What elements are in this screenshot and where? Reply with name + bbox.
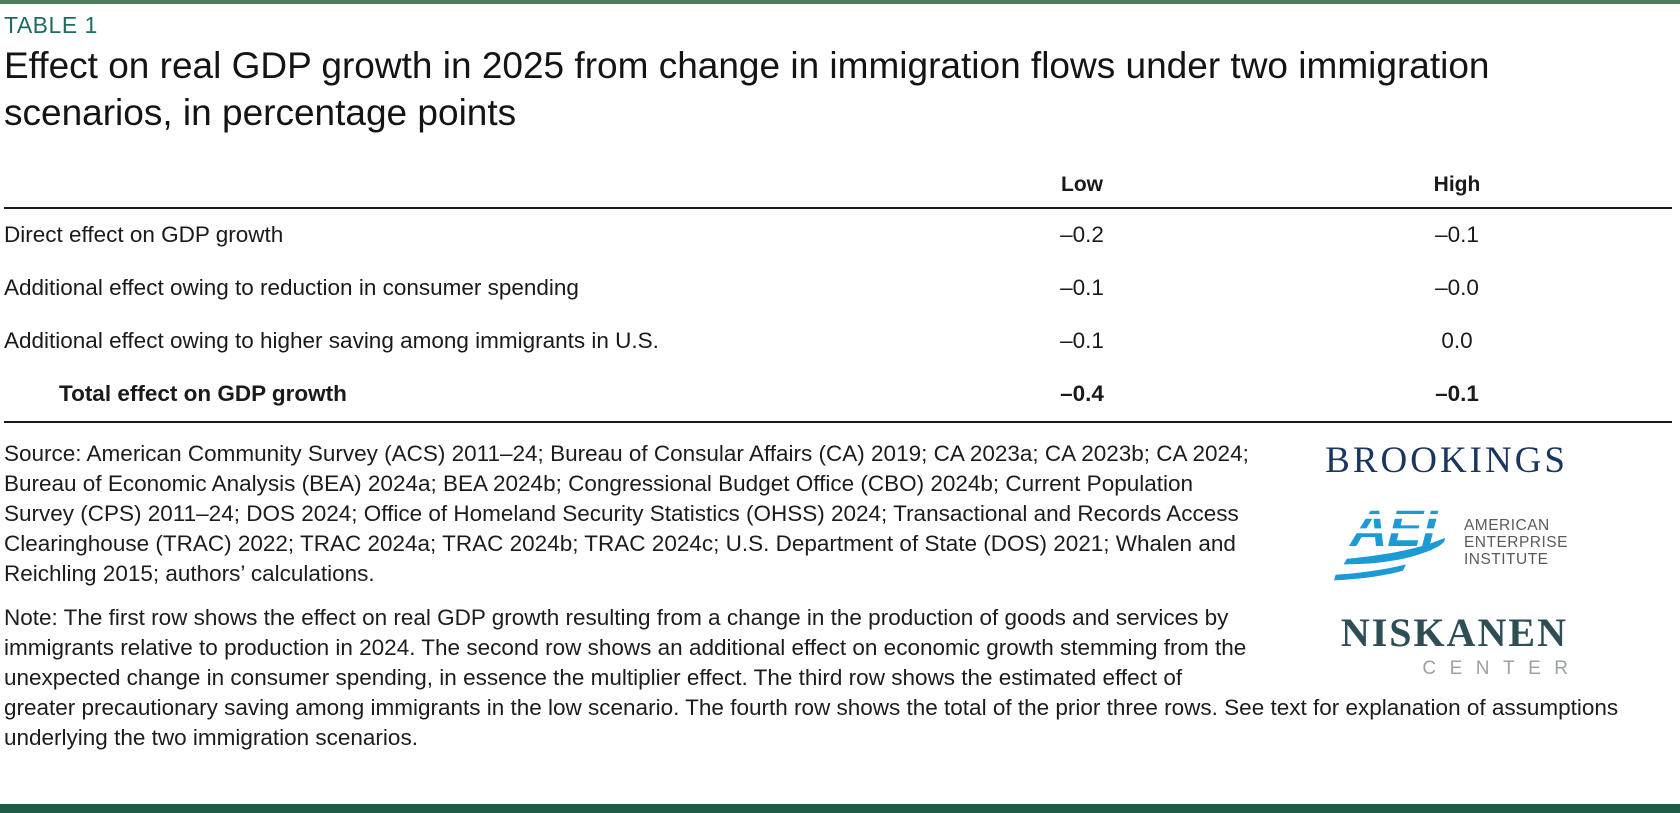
row-value-high: –0.1 <box>1435 222 1479 248</box>
table-number-label: TABLE 1 <box>4 12 98 38</box>
note-text: Note: The first row shows the effect on … <box>4 604 1619 750</box>
niskanen-logo: NISKANEN CENTER <box>1341 609 1568 680</box>
brookings-logo: BROOKINGS <box>1325 439 1568 481</box>
row-value-low: –0.2 <box>1060 222 1104 248</box>
column-header-low: Low <box>1061 172 1103 196</box>
aei-text-line: AMERICAN <box>1463 516 1550 534</box>
organization-logos: BROOKINGS AEI AMERICAN ENTE <box>1257 439 1672 689</box>
table-body: Direct effect on GDP growth –0.2 –0.1 Ad… <box>4 206 1672 423</box>
gdp-effects-table: Low High Direct effect on GDP growth –0.… <box>4 163 1672 423</box>
table-row: Additional effect owing to higher saving… <box>4 315 1672 368</box>
row-label: Direct effect on GDP growth <box>4 222 284 248</box>
aei-logo-text: AMERICAN ENTERPRISE INSTITUTE <box>1464 517 1568 568</box>
table-row-total: Total effect on GDP growth –0.4 –0.1 <box>4 368 1672 421</box>
row-value-high: –0.1 <box>1435 381 1479 407</box>
aei-logo-icon: AEI <box>1333 490 1462 595</box>
row-value-low: –0.1 <box>1060 328 1104 354</box>
aei-logo: AEI AMERICAN ENTERPRISE INSTITUTE <box>1333 490 1568 595</box>
niskanen-wordmark: NISKANEN <box>1340 609 1568 655</box>
table-row: Direct effect on GDP growth –0.2 –0.1 <box>4 209 1672 262</box>
row-label-total: Total effect on GDP growth <box>59 381 347 407</box>
table-row: Additional effect owing to reduction in … <box>4 262 1672 315</box>
source-text: Source: American Community Survey (ACS) … <box>4 440 1249 586</box>
row-label: Additional effect owing to higher saving… <box>4 328 659 354</box>
column-header-high: High <box>1433 172 1481 196</box>
aei-text-line: INSTITUTE <box>1463 550 1549 568</box>
niskanen-center-text: CENTER <box>1422 657 1582 679</box>
aei-text-line: ENTERPRISE <box>1463 533 1568 551</box>
footnotes-and-logos: BROOKINGS AEI AMERICAN ENTE <box>4 439 1672 753</box>
page-title: Effect on real GDP growth in 2025 from c… <box>4 45 1490 133</box>
table-header-row: Low High <box>4 163 1672 207</box>
row-value-high: –0.0 <box>1435 275 1479 301</box>
row-value-low: –0.1 <box>1060 275 1104 301</box>
row-value-low: –0.4 <box>1060 381 1104 407</box>
row-value-high: 0.0 <box>1441 328 1473 354</box>
row-label: Additional effect owing to reduction in … <box>4 275 579 301</box>
figure-content: TABLE 1 Effect on real GDP growth in 202… <box>0 12 1680 753</box>
